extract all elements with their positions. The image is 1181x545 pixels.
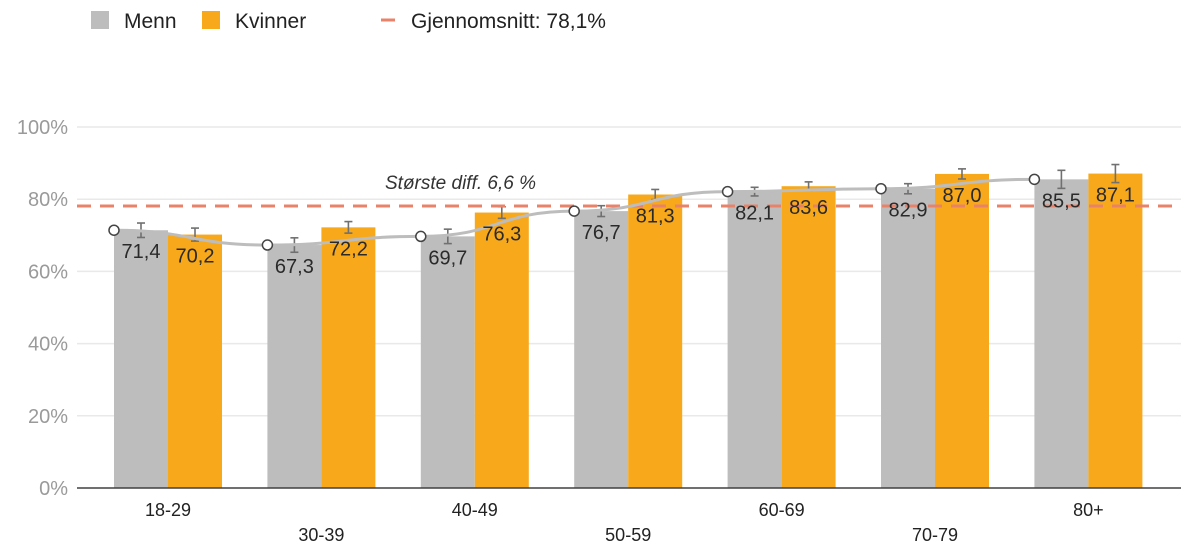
data-label-menn: 69,7 [428,247,467,269]
data-label-kvinner: 87,0 [943,185,982,207]
y-tick-label: 60% [28,261,68,283]
data-label-menn: 67,3 [275,256,314,278]
data-label-menn: 82,9 [889,200,928,222]
bar-menn [267,245,322,488]
data-label-kvinner: 87,1 [1096,185,1135,207]
data-label-kvinner: 81,3 [636,206,675,228]
trend-point [568,205,580,217]
bar-menn [574,211,629,488]
x-tick-label: 18-29 [145,500,191,520]
y-tick-label: 0% [39,478,68,500]
legend-label-menn: Menn [124,10,177,33]
bar-kvinner [935,173,989,488]
data-labels: 71,4 70,2 67,3 72,2 69,7 76,3 76,7 81,3 82,1 83,6… [122,185,1135,278]
data-label-kvinner: 76,3 [482,224,521,246]
data-label-menn: 85,5 [1042,190,1081,212]
error-bar-kvinner [958,168,966,180]
x-tick-label: 30-39 [298,525,344,545]
trend-point [261,239,274,251]
trend-point [1028,173,1041,186]
bar-menn [1034,179,1089,488]
x-tick-label: 50-59 [605,525,651,545]
trend-point [721,185,734,198]
bars [114,173,1143,489]
max-difference-annotation: Største diff. 6,6 % [385,173,536,194]
y-tick-label: 40% [28,334,68,356]
error-bar-kvinner [344,220,353,234]
bar-kvinner [168,234,222,488]
trend-point [415,230,427,243]
bar-kvinner [628,194,683,488]
y-tick-label: 20% [28,406,68,428]
bar-menn [881,188,935,488]
x-axis-ticks: 18-29 30-39 40-49 50-59 60-69 70-79 80+ [145,500,1104,545]
trend-point [875,182,887,195]
data-label-menn: 82,1 [735,203,774,225]
x-tick-label: 80+ [1073,500,1104,520]
data-label-menn: 76,7 [582,222,621,244]
x-tick-label: 70-79 [912,525,958,545]
bar-kvinner [474,212,529,488]
y-tick-label: 80% [28,189,68,211]
data-label-kvinner: 70,2 [176,246,215,268]
bar-kvinner [781,186,836,489]
legend-label-kvinner: Kvinner [235,10,306,33]
legend: Menn Kvinner Gjennomsnitt: 78,1% [91,10,606,33]
y-tick-label: 100% [17,117,68,139]
bar-kvinner [1088,173,1143,488]
x-tick-label: 40-49 [452,500,498,520]
error-bar-menn [1057,169,1066,190]
legend-swatch-kvinner [202,11,220,29]
error-bar-kvinner [1111,163,1120,184]
x-tick-label: 60-69 [759,500,805,520]
y-axis-ticks: 0% 20% 40% 60% 80% 100% [17,117,68,500]
data-label-kvinner: 83,6 [789,197,828,219]
bar-menn [114,230,168,488]
bar-menn [420,236,475,488]
bar-menn [727,191,782,488]
legend-label-average: Gjennomsnitt: 78,1% [411,10,606,33]
trend-line-group [108,173,1041,251]
bar-kvinner [321,227,376,488]
data-label-kvinner: 72,2 [329,238,368,260]
data-label-menn: 71,4 [122,241,161,263]
trend-point [108,224,120,236]
legend-swatch-menn [91,11,109,29]
